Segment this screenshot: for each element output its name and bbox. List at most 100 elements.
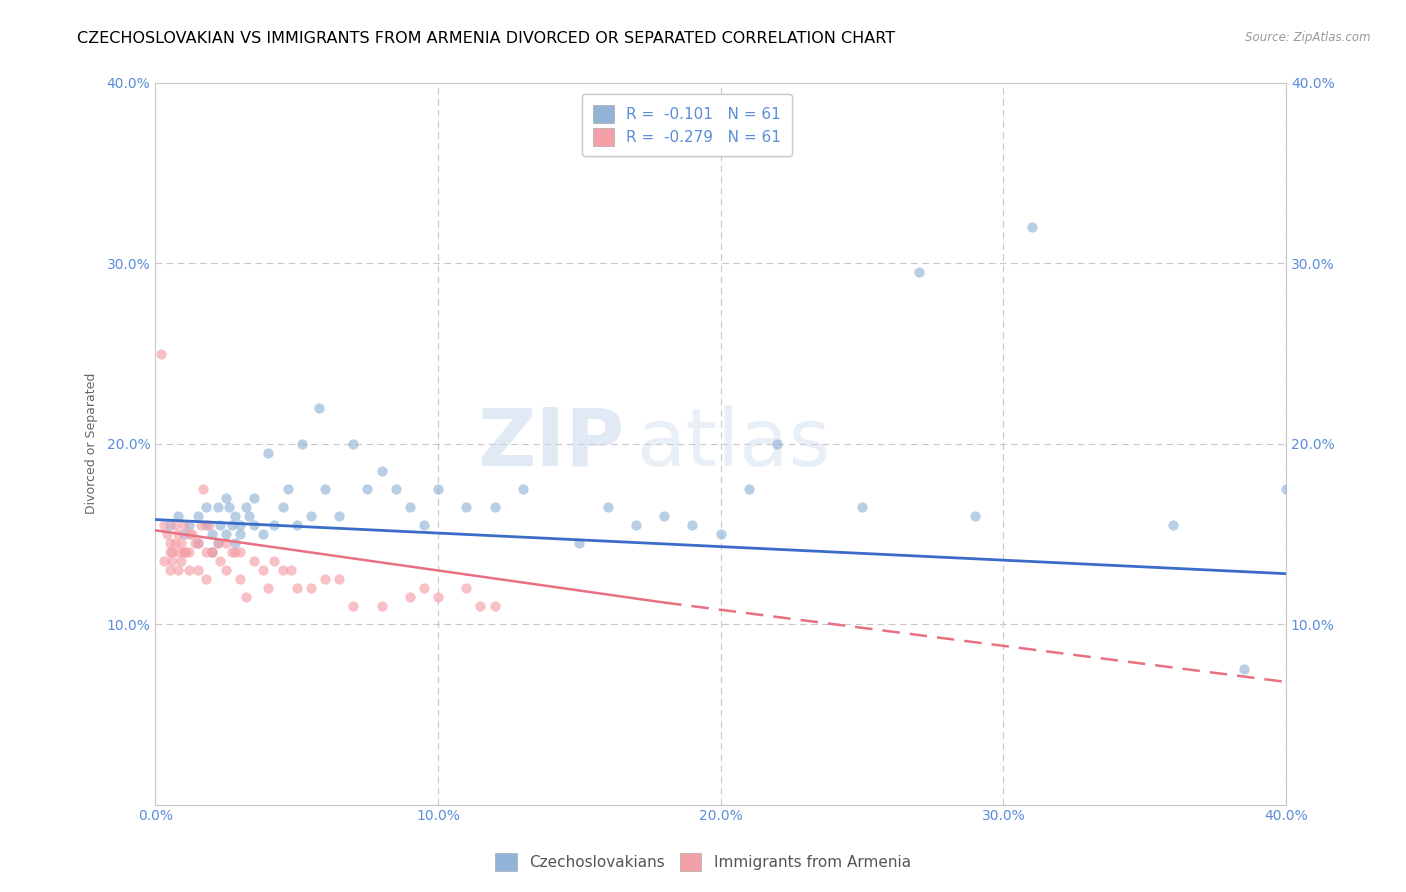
Point — [257, 446, 280, 460]
Point — [221, 545, 243, 559]
Point — [224, 545, 246, 559]
Point — [165, 518, 187, 533]
Point — [215, 491, 238, 505]
Point — [263, 554, 285, 568]
Point — [484, 500, 506, 514]
Point — [187, 536, 209, 550]
Point — [907, 265, 929, 279]
Point — [173, 518, 195, 533]
Point — [195, 545, 218, 559]
Point — [195, 500, 218, 514]
Point — [190, 518, 212, 533]
Point — [181, 527, 204, 541]
Point — [308, 401, 330, 415]
Point — [965, 508, 987, 523]
Point — [159, 518, 181, 533]
Point — [229, 527, 252, 541]
Point — [218, 500, 240, 514]
Point — [150, 346, 173, 360]
Point — [370, 599, 392, 614]
Point — [159, 545, 181, 559]
Point — [209, 554, 232, 568]
Point — [187, 508, 209, 523]
Point — [187, 536, 209, 550]
Point — [398, 590, 420, 604]
Point — [243, 491, 266, 505]
Point — [243, 518, 266, 533]
Point — [201, 545, 224, 559]
Point — [263, 518, 285, 533]
Point — [176, 545, 198, 559]
Point — [159, 536, 181, 550]
Point — [384, 482, 406, 496]
Point — [167, 563, 190, 577]
Point — [356, 482, 378, 496]
Point — [484, 599, 506, 614]
Point — [1161, 518, 1184, 533]
Point — [179, 545, 201, 559]
Y-axis label: Divorced or Separated: Divorced or Separated — [86, 373, 98, 515]
Point — [207, 536, 229, 550]
Point — [215, 563, 238, 577]
Point — [170, 536, 193, 550]
Point — [173, 545, 195, 559]
Point — [221, 518, 243, 533]
Point — [370, 464, 392, 478]
Point — [179, 563, 201, 577]
Point — [470, 599, 492, 614]
Point — [167, 545, 190, 559]
Point — [162, 545, 184, 559]
Point — [342, 599, 364, 614]
Point — [198, 518, 221, 533]
Point — [215, 527, 238, 541]
Point — [162, 554, 184, 568]
Point — [291, 437, 314, 451]
Point — [187, 563, 209, 577]
Point — [652, 508, 675, 523]
Point — [285, 581, 308, 595]
Point — [153, 554, 176, 568]
Point — [173, 527, 195, 541]
Point — [193, 482, 215, 496]
Point — [398, 500, 420, 514]
Point — [229, 572, 252, 586]
Point — [512, 482, 534, 496]
Point — [195, 572, 218, 586]
Point — [252, 527, 274, 541]
Point — [342, 437, 364, 451]
Point — [201, 545, 224, 559]
Point — [412, 581, 434, 595]
Point — [596, 500, 619, 514]
Point — [738, 482, 761, 496]
Text: ZIP: ZIP — [478, 405, 624, 483]
Point — [252, 563, 274, 577]
Point — [271, 563, 294, 577]
Point — [201, 545, 224, 559]
Point — [207, 536, 229, 550]
Point — [314, 572, 336, 586]
Point — [624, 518, 647, 533]
Point — [170, 554, 193, 568]
Point — [159, 563, 181, 577]
Point — [271, 500, 294, 514]
Point — [173, 545, 195, 559]
Point — [314, 482, 336, 496]
Point — [195, 518, 218, 533]
Point — [299, 581, 322, 595]
Point — [710, 527, 733, 541]
Point — [153, 518, 176, 533]
Point — [235, 590, 257, 604]
Point — [167, 527, 190, 541]
Point — [328, 572, 350, 586]
Point — [209, 518, 232, 533]
Legend: Czechoslovakians, Immigrants from Armenia: Czechoslovakians, Immigrants from Armeni… — [489, 847, 917, 877]
Point — [1021, 220, 1043, 235]
Point — [328, 508, 350, 523]
Point — [1233, 662, 1256, 676]
Point — [184, 536, 207, 550]
Point — [277, 482, 299, 496]
Point — [243, 554, 266, 568]
Point — [238, 508, 260, 523]
Point — [179, 518, 201, 533]
Point — [229, 518, 252, 533]
